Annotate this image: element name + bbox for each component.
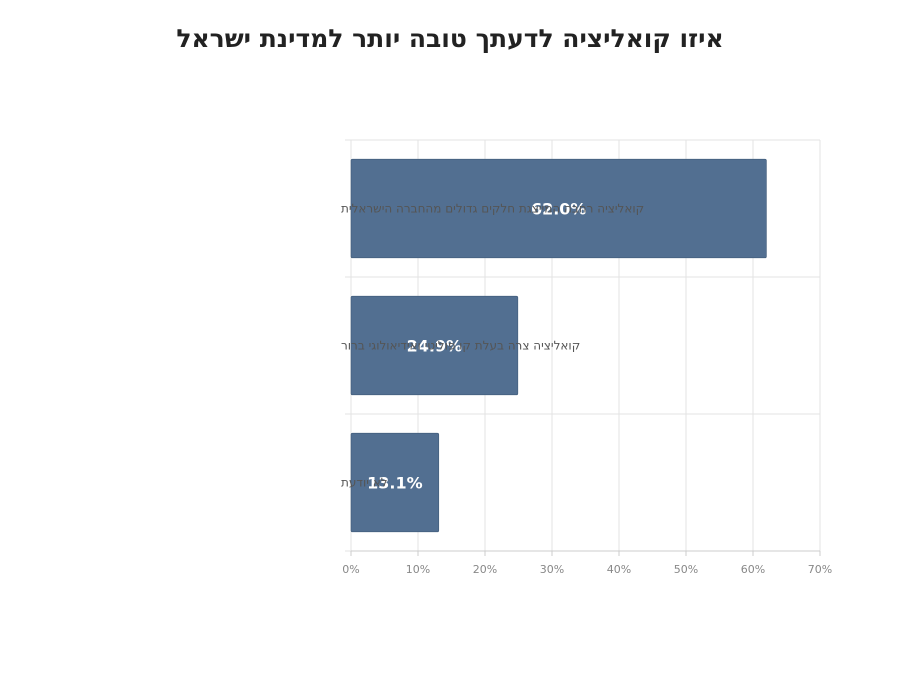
x-tick-label: 50% xyxy=(674,563,698,576)
data-label: 24.9% xyxy=(407,337,463,356)
category-label: קואליציה רחבה המייצגת חלקים גדולים מהחבר… xyxy=(341,202,644,216)
x-tick-label: 70% xyxy=(808,563,832,576)
bars xyxy=(350,158,767,533)
bar xyxy=(350,295,519,396)
data-label: 62.0% xyxy=(531,200,587,219)
labels: 62.0%קואליציה רחבה המייצגת חלקים גדולים … xyxy=(341,200,644,493)
x-tick-label: 10% xyxy=(406,563,430,576)
x-tick-label: 40% xyxy=(607,563,631,576)
x-tick-label: 60% xyxy=(741,563,765,576)
bar xyxy=(350,158,767,259)
category-label: קואליציה צרה בעלת קו פוליטי ואידיאולוגי … xyxy=(341,339,580,353)
axes: 0% 10% 20% 30% 40% 50% 60% 70% xyxy=(342,550,832,576)
x-tick-label: 0% xyxy=(342,563,359,576)
chart-title: איזו קואליציה לדעתך טובה יותר למדינת ישר… xyxy=(176,24,724,53)
category-label: לא יודעת xyxy=(341,476,388,490)
x-tick-label: 20% xyxy=(473,563,497,576)
bar xyxy=(350,432,440,533)
data-label: 13.1% xyxy=(367,474,423,493)
x-tick-label: 30% xyxy=(540,563,564,576)
